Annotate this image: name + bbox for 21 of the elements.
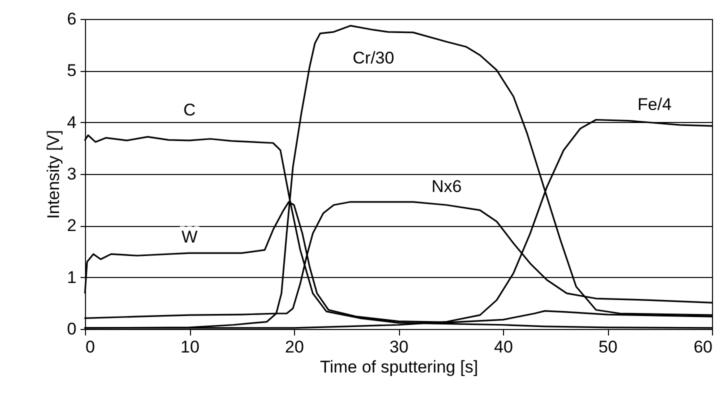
x-tick-label: 50 — [598, 338, 618, 356]
x-tick-label: 10 — [180, 338, 200, 356]
x-tick-label: 30 — [390, 338, 408, 356]
y-tick-label: 5 — [67, 61, 76, 80]
annotation: C — [183, 100, 196, 120]
annotation: Cr/30 — [352, 48, 394, 68]
x-tick-label: 0 — [86, 338, 95, 356]
annotation: Fe/4 — [638, 94, 672, 114]
x-tick-label: 40 — [494, 338, 513, 356]
annotation: W — [181, 228, 198, 247]
x-tick-label: 20 — [285, 338, 304, 356]
y-tick-label: 1 — [67, 268, 76, 287]
annotation: Nx6 — [431, 177, 462, 196]
x-tick-label: 60 — [694, 338, 712, 356]
y-tick-label: 3 — [67, 164, 76, 184]
y-tick-label: 4 — [67, 112, 76, 132]
y-axis-title: Intensity [V] — [44, 130, 64, 219]
y-tick-label: 6 — [67, 10, 76, 28]
y-tick-label: 0 — [67, 320, 76, 338]
x-axis-title: Time of sputtering [s] — [320, 358, 478, 376]
y-tick-label: 2 — [67, 216, 76, 236]
